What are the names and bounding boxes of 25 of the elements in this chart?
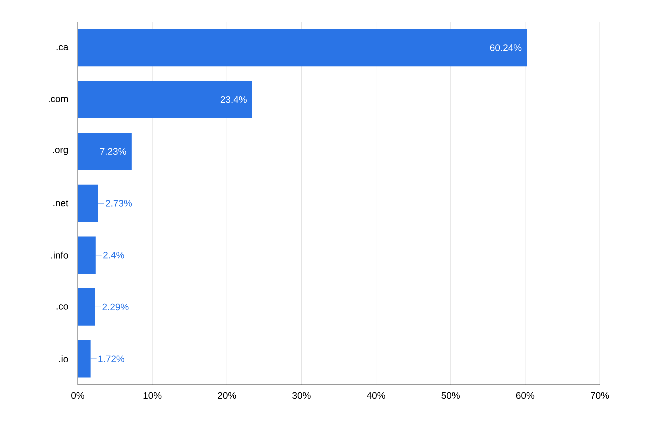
data-label: 7.23%	[100, 148, 126, 155]
x-tick-label: 60%	[516, 392, 535, 400]
x-tick-label: 70%	[591, 392, 610, 400]
x-tick-label: 40%	[367, 392, 386, 400]
y-tick-label: .co	[56, 304, 68, 310]
y-tick-label: .ca	[56, 45, 69, 51]
x-tick-label: 50%	[442, 392, 460, 400]
bar	[78, 29, 528, 67]
data-label: 2.29%	[102, 304, 129, 311]
y-tick-label: .com	[48, 97, 68, 102]
y-tick-label: .org	[53, 148, 68, 156]
data-label: 23.4%	[220, 96, 247, 104]
y-tick-label: .net	[54, 200, 69, 207]
data-label: 60.24%	[490, 44, 522, 52]
y-tick-label: .info	[52, 252, 68, 259]
x-tick-label: 10%	[144, 392, 162, 400]
x-tick-label: 30%	[292, 392, 311, 400]
x-tick-label: 0%	[72, 392, 84, 400]
y-tick-label: .io	[60, 356, 68, 363]
data-label: 1.72%	[98, 356, 125, 362]
bar	[78, 132, 132, 170]
data-label: 2.4%	[104, 252, 124, 259]
bar	[78, 81, 252, 118]
x-tick-label: 20%	[218, 392, 236, 400]
data-label: 2.73%	[106, 200, 132, 207]
